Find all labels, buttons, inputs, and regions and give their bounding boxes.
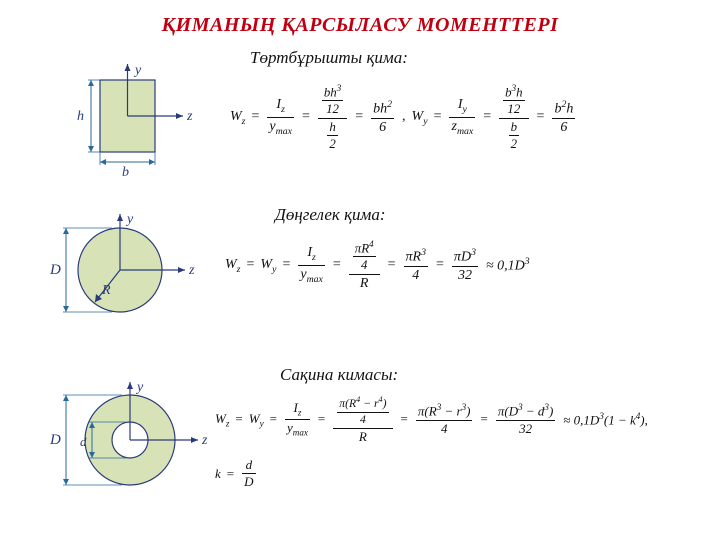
ring-y-label: y [135, 380, 144, 395]
frac-c-piR3: πR3 4 [404, 248, 428, 283]
rect-z-arrow [176, 113, 183, 119]
frac-bh2-6: bh2 6 [371, 100, 394, 135]
rect-svg: y z h b [55, 62, 215, 182]
comma1: , [402, 109, 406, 125]
frac-b2h-6: b2h 6 [552, 100, 575, 135]
ring-z-arrow [191, 437, 198, 443]
circle-D-arrow-t [63, 228, 69, 234]
formula-circle: Wz = Wy = Iz ymax = πR4 4 R = πR3 4 [225, 240, 530, 291]
eq5: = [483, 109, 491, 125]
circle-z-arrow [178, 267, 185, 273]
rect-b-arrow-r [149, 159, 155, 165]
approx-r: ≈ 0,1D3(1 − k4), [563, 411, 648, 428]
frac-r-piR3: π(R3 − r3) 4 [416, 402, 473, 436]
sym-Wy2: Wy [260, 257, 276, 275]
formula-rect-row: Wz = Iz ymax = bh3 12 h 2 [230, 84, 577, 151]
diagram-circle: y z R D [40, 210, 210, 340]
rect-y-label: y [133, 63, 142, 78]
eq-r2: = [270, 411, 277, 427]
label-ring: Сақина кимасы: [280, 365, 398, 385]
frac-bh3-12: bh3 12 h 2 [318, 84, 347, 151]
rect-h-label: h [77, 109, 84, 124]
ring-z-label: z [201, 433, 208, 448]
eq-c2: = [282, 257, 290, 273]
eq3: = [355, 109, 363, 125]
circle-D-label: D [49, 262, 61, 278]
circle-R-label: R [101, 283, 111, 298]
frac-c-piD3: πD3 32 [452, 248, 478, 283]
frac-r-piD3: π(D3 − d3) 32 [496, 402, 555, 436]
approx-c: ≈ 0,1D3 [486, 256, 530, 275]
eq2: = [302, 109, 310, 125]
frac-Iz-ymax: Iz ymax [267, 97, 294, 137]
sym-Wz3: Wz [215, 411, 229, 429]
sym-Wy: Wy [412, 109, 428, 127]
eq-k: = [227, 466, 234, 482]
frac-r-piR4: π(R4 − r4) 4 R [333, 395, 392, 444]
circle-y-label: y [125, 212, 134, 227]
rect-z-label: z [186, 109, 193, 124]
label-rect: Төртбұрышты қима: [250, 48, 408, 68]
eq-r4: = [401, 411, 408, 427]
page-title: ҚИМАНЫҢ ҚАРСЫЛАСУ МОМЕНТТЕРІ [0, 14, 720, 37]
sym-Wy3: Wy [249, 411, 264, 429]
sym-Wz2: Wz [225, 257, 241, 275]
eq6: = [537, 109, 545, 125]
ring-svg: y z D d [40, 380, 220, 515]
rect-h-arrow-top [88, 80, 94, 86]
diagram-ring: y z D d [40, 380, 220, 520]
rect-h-arrow-bot [88, 146, 94, 152]
frac-b3h-12: b3h 12 b 2 [499, 84, 528, 151]
eq-r5: = [480, 411, 487, 427]
rect-y-arrow [125, 64, 131, 71]
circle-z-label: z [188, 263, 195, 278]
eq-r1: = [235, 411, 242, 427]
eq-c5: = [436, 257, 444, 273]
ring-d-label: d [80, 434, 87, 449]
formula-circle-row: Wz = Wy = Iz ymax = πR4 4 R = πR3 4 [225, 240, 530, 291]
frac-k: d D [242, 458, 255, 490]
circle-D-arrow-b [63, 306, 69, 312]
eq4: = [434, 109, 442, 125]
frac-c-piR4: πR4 4 R [349, 240, 380, 291]
sym-k: k [215, 466, 221, 482]
ring-D-label: D [49, 432, 61, 448]
formula-ring: Wz = Wy = Iz ymax = π(R4 − r4) 4 R = π(R… [215, 395, 648, 490]
ring-D-arrow-t [63, 395, 69, 401]
frac-Iy-zmax: Iy zmax [449, 97, 475, 137]
formula-ring-k: k = d D [215, 458, 648, 490]
rect-b-arrow-l [100, 159, 106, 165]
ring-y-arrow [127, 382, 133, 389]
eq-c3: = [333, 257, 341, 273]
formula-rect: Wz = Iz ymax = bh3 12 h 2 [230, 84, 577, 151]
eq-r3: = [318, 411, 325, 427]
eq-c1: = [247, 257, 255, 273]
sym-Wz: Wz [230, 109, 246, 127]
formula-ring-row: Wz = Wy = Iz ymax = π(R4 − r4) 4 R = π(R… [215, 395, 648, 444]
eq1: = [252, 109, 260, 125]
circle-y-arrow [117, 214, 123, 221]
frac-c-Iy: Iz ymax [298, 245, 325, 285]
diagram-rect: y z h b [55, 62, 215, 187]
eq-c4: = [388, 257, 396, 273]
frac-r-Iy: Iz ymax [285, 401, 310, 437]
label-circle: Дөңгелек қима: [275, 205, 386, 225]
ring-D-arrow-b [63, 479, 69, 485]
circle-svg: y z R D [40, 210, 210, 335]
rect-b-label: b [122, 165, 129, 180]
